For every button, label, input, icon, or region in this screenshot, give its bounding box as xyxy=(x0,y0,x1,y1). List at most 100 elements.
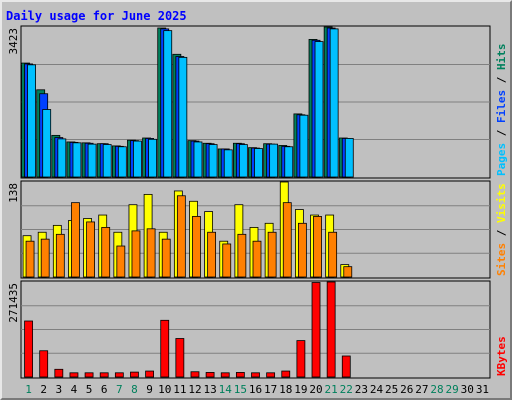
bar-pages-day-15 xyxy=(238,144,248,178)
bar-pages-day-14 xyxy=(223,149,233,178)
x-tick-label: 4 xyxy=(71,383,78,396)
y-max-label: 3423 xyxy=(7,28,20,55)
bar-kbytes-day-22 xyxy=(341,355,351,378)
x-tick-label: 12 xyxy=(188,383,201,396)
bar-sites-day-7 xyxy=(116,245,126,278)
x-tick-label: 26 xyxy=(400,383,413,396)
x-tick-label: 31 xyxy=(476,383,489,396)
bar-kbytes-day-4 xyxy=(69,372,79,378)
bar-kbytes-day-3 xyxy=(54,368,64,378)
panel-legend: Sites / Visits xyxy=(495,183,508,276)
bar-kbytes-day-5 xyxy=(84,372,94,378)
bar-kbytes-day-6 xyxy=(99,372,109,378)
x-tick-label: 19 xyxy=(294,383,307,396)
bar-pages-day-1 xyxy=(27,64,36,178)
x-tick-label: 30 xyxy=(461,383,474,396)
bar-pages-day-20 xyxy=(314,41,324,178)
bar-kbytes-day-16 xyxy=(251,372,260,378)
bar-sites-day-20 xyxy=(313,216,322,278)
x-tick-label: 24 xyxy=(370,383,384,396)
legend-entry: Visits xyxy=(495,183,508,223)
bar-sites-day-14 xyxy=(222,243,232,278)
legend-entry: Pages xyxy=(495,143,508,176)
bar-pages-day-8 xyxy=(133,140,142,178)
bar-pages-day-12 xyxy=(193,141,203,178)
bar-pages-day-22 xyxy=(344,138,354,178)
bar-pages-day-21 xyxy=(329,28,339,178)
x-tick-label: 9 xyxy=(146,383,153,396)
bar-pages-day-18 xyxy=(284,146,294,178)
y-max-label: 271435 xyxy=(7,283,20,323)
bar-pages-day-2 xyxy=(42,109,52,178)
bar-sites-day-19 xyxy=(297,222,307,278)
x-tick-label: 6 xyxy=(101,383,108,396)
bar-sites-day-15 xyxy=(237,233,247,278)
bar-sites-day-18 xyxy=(282,202,292,278)
panel-visits-sites: 138 Sites / Visits xyxy=(7,180,508,279)
bar-pages-day-16 xyxy=(254,148,263,178)
x-tick-label: 2 xyxy=(40,383,47,396)
x-tick-label: 17 xyxy=(264,383,277,396)
bar-kbytes-day-20 xyxy=(311,282,321,378)
x-tick-label: 14 xyxy=(219,383,233,396)
x-tick-label: 21 xyxy=(325,383,338,396)
bar-kbytes-day-13 xyxy=(205,372,215,378)
panel-kbytes: 271435 KBytes xyxy=(7,280,508,379)
legend-entry: / xyxy=(495,223,508,243)
x-tick-label: 7 xyxy=(116,383,123,396)
bar-kbytes-day-15 xyxy=(235,372,245,378)
bar-sites-day-16 xyxy=(252,240,262,278)
bar-pages-day-4 xyxy=(72,142,82,178)
x-tick-label: 20 xyxy=(309,383,322,396)
bar-sites-day-6 xyxy=(101,227,111,278)
x-tick-label: 18 xyxy=(279,383,292,396)
bar-kbytes-day-8 xyxy=(130,371,139,378)
legend-entry: Sites xyxy=(495,243,508,276)
bar-pages-day-17 xyxy=(269,143,279,178)
legend-entry: Hits xyxy=(495,44,508,71)
x-tick-label: 23 xyxy=(355,383,368,396)
bar-sites-day-1 xyxy=(25,240,35,278)
x-tick-label: 8 xyxy=(131,383,138,396)
bar-sites-day-11 xyxy=(176,195,186,278)
x-tick-label: 29 xyxy=(446,383,459,396)
x-tick-label: 22 xyxy=(340,383,353,396)
chart-title: Daily usage for June 2025 xyxy=(6,9,187,23)
bar-kbytes-day-2 xyxy=(39,350,49,378)
x-tick-label: 3 xyxy=(56,383,63,396)
bar-sites-day-13 xyxy=(207,231,217,278)
bar-sites-day-22 xyxy=(343,266,353,278)
x-tick-label: 25 xyxy=(385,383,398,396)
legend-entry: / xyxy=(495,70,508,90)
legend-entry: Files xyxy=(495,90,508,123)
x-tick-label: 28 xyxy=(430,383,443,396)
x-tick-label: 15 xyxy=(234,383,247,396)
bar-sites-day-21 xyxy=(328,231,338,278)
bar-sites-day-9 xyxy=(146,228,156,278)
bar-sites-day-12 xyxy=(192,216,201,278)
bar-pages-day-7 xyxy=(117,146,127,178)
bar-sites-day-4 xyxy=(71,202,80,278)
bar-pages-day-6 xyxy=(102,144,112,178)
legend-entry: KBytes xyxy=(495,336,508,376)
bar-pages-day-13 xyxy=(208,144,218,178)
legend-entry: / xyxy=(495,123,508,143)
x-tick-label: 1 xyxy=(25,383,32,396)
bar-pages-day-11 xyxy=(178,56,188,178)
bar-kbytes-day-21 xyxy=(326,281,336,378)
panel-legend: Pages / Files / Hits xyxy=(495,44,508,177)
bar-kbytes-day-7 xyxy=(114,372,124,378)
x-tick-label: 10 xyxy=(158,383,171,396)
bar-pages-day-9 xyxy=(148,138,158,178)
bar-kbytes-day-9 xyxy=(145,370,155,378)
bar-kbytes-day-18 xyxy=(281,370,291,378)
bar-sites-day-17 xyxy=(267,231,277,278)
bar-kbytes-day-11 xyxy=(175,338,185,378)
bar-kbytes-day-10 xyxy=(160,319,170,378)
bar-sites-day-3 xyxy=(55,233,65,278)
bar-pages-day-5 xyxy=(87,143,97,178)
x-tick-label: 5 xyxy=(86,383,93,396)
bar-kbytes-day-1 xyxy=(24,320,33,378)
bar-kbytes-day-17 xyxy=(266,372,276,378)
